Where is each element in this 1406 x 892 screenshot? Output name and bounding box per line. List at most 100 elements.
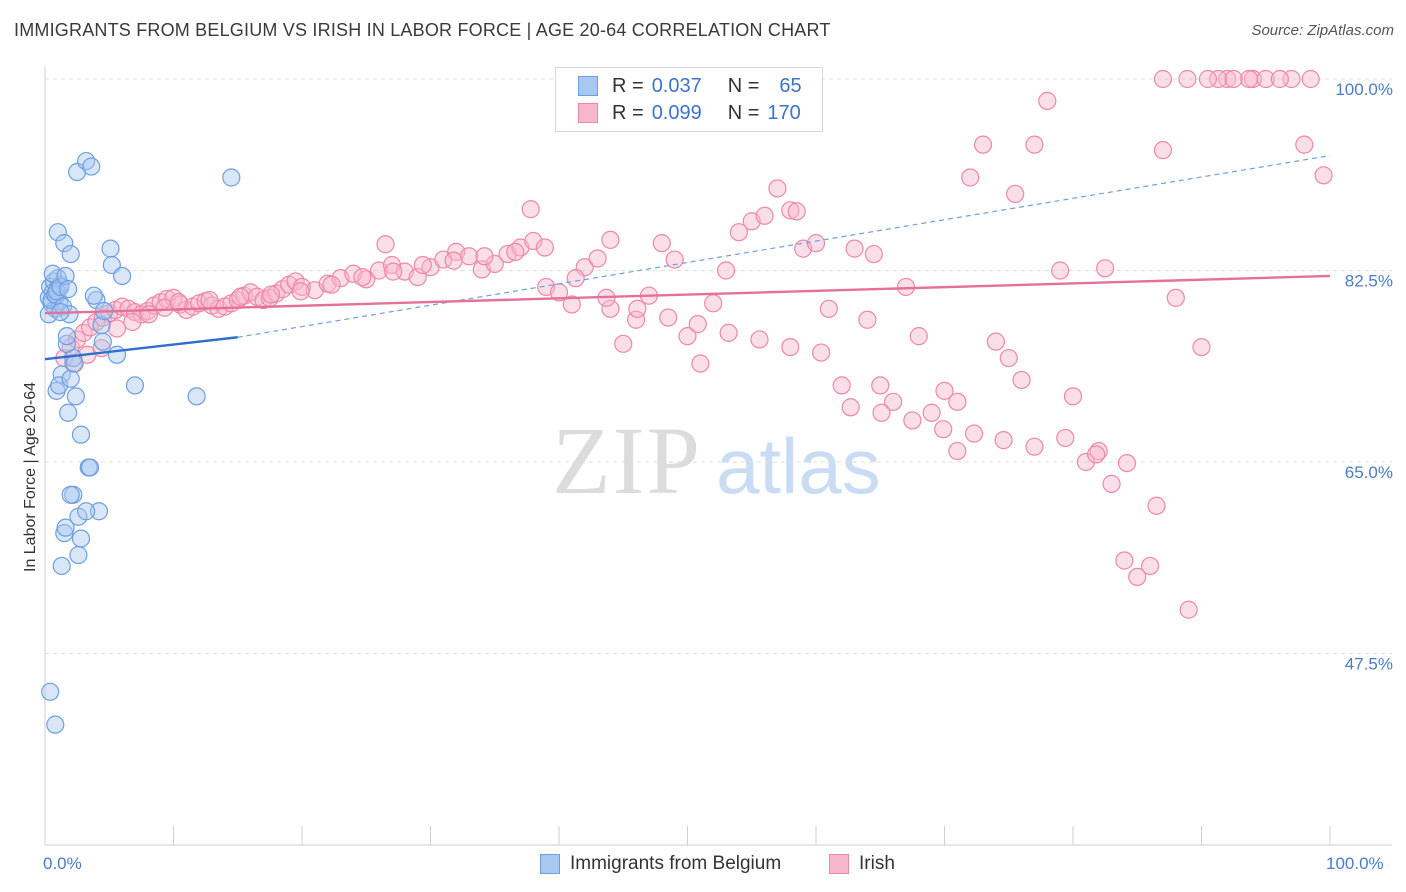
data-point [353, 267, 372, 287]
watermark-zip: ZIP [552, 407, 702, 514]
bottom-legend-label-belgium: Immigrants from Belgium [570, 853, 782, 874]
series-irish [55, 69, 1333, 619]
data-point [1179, 600, 1198, 619]
trend-line [44, 336, 238, 361]
data-point [755, 206, 774, 225]
bottom-legend-belgium: Immigrants from Belgium [540, 852, 781, 876]
data-point [601, 299, 620, 318]
data-point [89, 502, 109, 521]
data-point [819, 299, 838, 318]
data-point [871, 376, 890, 395]
data-point [1087, 445, 1106, 464]
trend-line-dashed [237, 155, 1331, 338]
data-point [200, 290, 219, 310]
y-tick-labels: 47.5% 65.0% 82.5% 100.0% [1335, 80, 1393, 674]
data-point [521, 200, 540, 219]
data-point [688, 315, 707, 334]
data-point [71, 529, 91, 548]
data-point [1102, 474, 1121, 493]
data-point [588, 249, 607, 268]
trend-line [44, 274, 1331, 315]
y-tick-label: 65.0% [1345, 463, 1393, 482]
data-point [485, 254, 504, 274]
data-point [1089, 441, 1108, 461]
x-tick-label-0: 0.0% [43, 854, 82, 873]
data-point [56, 518, 75, 537]
data-point [1012, 370, 1031, 390]
watermark-atlas: atlas [716, 422, 881, 510]
data-point [948, 441, 967, 461]
data-point [719, 323, 738, 342]
bottom-legend-swatch-irish [829, 854, 849, 874]
data-point [1051, 261, 1070, 280]
data-point [628, 299, 647, 318]
data-point [384, 262, 403, 281]
series-layer [39, 69, 1333, 734]
data-point [1140, 556, 1160, 576]
bottom-legend-label-irish: Irish [859, 853, 895, 874]
data-point [1198, 69, 1218, 89]
legend-r-value: 0.037 [651, 74, 702, 97]
data-point [1178, 69, 1197, 89]
data-point [82, 157, 101, 176]
data-point [781, 201, 800, 220]
data-point [84, 286, 103, 305]
data-point [1314, 166, 1333, 185]
data-point [781, 338, 800, 357]
data-point [1147, 496, 1166, 515]
data-point [872, 403, 891, 422]
legend-r-label: R = [612, 74, 644, 97]
data-point [1096, 259, 1115, 278]
data-point [1243, 69, 1263, 89]
data-point [614, 334, 633, 353]
data-point [57, 334, 76, 353]
legend-swatch-belgium [578, 76, 598, 96]
chart-source: Source: ZipAtlas.com [1251, 22, 1394, 39]
data-point [1038, 91, 1057, 110]
data-point [155, 298, 174, 317]
data-point [806, 234, 826, 253]
series-immigrants-from-belgium [39, 151, 241, 734]
data-point [459, 247, 479, 266]
legend-n-value: 65 [779, 74, 802, 97]
data-point [524, 231, 543, 251]
data-point [1192, 338, 1211, 357]
data-point [716, 261, 736, 280]
data-point [39, 305, 58, 324]
data-point [59, 403, 78, 422]
data-point [922, 403, 941, 422]
y-tick-label: 82.5% [1345, 272, 1393, 291]
data-point [934, 420, 953, 439]
data-point [222, 168, 241, 187]
data-point [80, 458, 100, 477]
data-point [1117, 453, 1137, 473]
data-point [231, 287, 250, 306]
data-point [973, 135, 993, 154]
data-point [832, 376, 851, 395]
data-point [41, 682, 60, 701]
data-point [678, 327, 697, 346]
data-point [999, 348, 1018, 368]
data-point [858, 310, 877, 329]
data-point [107, 345, 127, 364]
data-point [768, 179, 787, 198]
data-point [841, 398, 860, 417]
data-point [61, 485, 80, 504]
data-point [52, 365, 71, 384]
data-point [729, 223, 749, 242]
bottom-legend-swatch-belgium [540, 854, 560, 874]
gridlines [45, 78, 1392, 654]
chart-title: IMMIGRANTS FROM BELGIUM VS IRISH IN LABO… [14, 20, 831, 40]
stats-legend: R = 0.037 N = 65 R = 0.099 N = 170 [555, 67, 823, 132]
data-point [704, 294, 723, 313]
data-point [935, 381, 954, 400]
data-point [93, 332, 112, 351]
data-point [1224, 69, 1243, 89]
y-tick-label: 100.0% [1335, 80, 1393, 99]
data-point [1301, 69, 1320, 89]
data-point [750, 330, 769, 349]
legend-row-irish: R = 0.099 N = 170 [578, 101, 801, 125]
bottom-legend-irish: Irish [829, 852, 895, 876]
data-point [61, 244, 80, 264]
